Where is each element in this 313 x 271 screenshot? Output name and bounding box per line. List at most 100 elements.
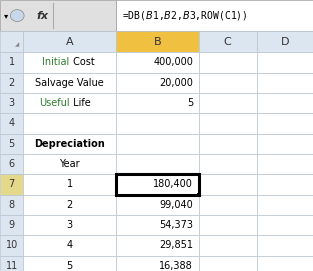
- Bar: [0, 0, 116, 31]
- Bar: [0, 93, 23, 113]
- Bar: [23, 93, 116, 113]
- Text: 1: 1: [9, 57, 15, 67]
- Text: ◢: ◢: [15, 42, 20, 47]
- Text: 1: 1: [67, 179, 73, 189]
- Bar: [0, 174, 23, 195]
- Text: 5: 5: [187, 98, 193, 108]
- Text: 4: 4: [67, 240, 73, 250]
- Bar: [23, 113, 116, 134]
- Bar: [23, 195, 116, 215]
- Text: Depreciation: Depreciation: [34, 139, 105, 149]
- Bar: [199, 256, 257, 271]
- Text: B: B: [153, 37, 161, 47]
- Bar: [0, 31, 23, 52]
- Bar: [257, 31, 313, 52]
- Text: 4: 4: [9, 118, 15, 128]
- Bar: [0, 113, 23, 134]
- Bar: [116, 0, 313, 31]
- Bar: [23, 31, 116, 52]
- Bar: [257, 52, 313, 73]
- Text: 54,373: 54,373: [159, 220, 193, 230]
- Text: Cost: Cost: [69, 57, 95, 67]
- Text: 2: 2: [67, 200, 73, 210]
- Text: 10: 10: [6, 240, 18, 250]
- Text: Life: Life: [69, 98, 90, 108]
- Bar: [23, 73, 116, 93]
- Bar: [23, 215, 116, 235]
- Text: 16,388: 16,388: [159, 261, 193, 271]
- Text: =DB($B$1,$B$2,$B$3,ROW(C1)): =DB($B$1,$B$2,$B$3,ROW(C1)): [122, 9, 248, 22]
- Text: A: A: [66, 37, 74, 47]
- Bar: [199, 174, 257, 195]
- Bar: [199, 134, 257, 154]
- Bar: [116, 73, 199, 93]
- Bar: [257, 195, 313, 215]
- Bar: [257, 174, 313, 195]
- Bar: [257, 215, 313, 235]
- Bar: [23, 52, 116, 73]
- Bar: [257, 154, 313, 174]
- Bar: [0, 134, 23, 154]
- Circle shape: [10, 9, 24, 22]
- Text: 3: 3: [9, 98, 15, 108]
- Text: 29,851: 29,851: [159, 240, 193, 250]
- Bar: [116, 31, 199, 52]
- Text: 3: 3: [67, 220, 73, 230]
- Bar: [257, 93, 313, 113]
- Bar: [257, 235, 313, 256]
- Bar: [257, 256, 313, 271]
- Bar: [23, 256, 116, 271]
- Bar: [199, 52, 257, 73]
- Bar: [0, 73, 23, 93]
- Text: 7: 7: [9, 179, 15, 189]
- Text: 11: 11: [6, 261, 18, 271]
- Bar: [0, 195, 23, 215]
- Bar: [257, 73, 313, 93]
- Bar: [0, 52, 23, 73]
- Bar: [116, 174, 199, 195]
- Text: Initial: Initial: [42, 57, 69, 67]
- Bar: [199, 235, 257, 256]
- Bar: [199, 113, 257, 134]
- Text: 5: 5: [67, 261, 73, 271]
- Bar: [23, 235, 116, 256]
- Text: 5: 5: [9, 139, 15, 149]
- Bar: [116, 93, 199, 113]
- Bar: [116, 113, 199, 134]
- Bar: [0, 235, 23, 256]
- Bar: [116, 174, 199, 195]
- Text: 9: 9: [9, 220, 15, 230]
- Bar: [23, 154, 116, 174]
- Bar: [197, 193, 201, 196]
- Text: 180,400: 180,400: [153, 179, 193, 189]
- Bar: [257, 113, 313, 134]
- Text: C: C: [224, 37, 232, 47]
- Bar: [0, 154, 23, 174]
- Bar: [116, 235, 199, 256]
- Text: Salvage Value: Salvage Value: [35, 78, 104, 88]
- Bar: [0, 256, 23, 271]
- Text: Year: Year: [59, 159, 80, 169]
- Bar: [199, 93, 257, 113]
- Bar: [199, 73, 257, 93]
- Bar: [257, 134, 313, 154]
- Text: 400,000: 400,000: [153, 57, 193, 67]
- Text: 20,000: 20,000: [159, 78, 193, 88]
- Bar: [23, 134, 116, 154]
- Text: 6: 6: [9, 159, 15, 169]
- Bar: [199, 154, 257, 174]
- Bar: [116, 195, 199, 215]
- Text: fx: fx: [36, 11, 48, 21]
- Text: D: D: [280, 37, 289, 47]
- Bar: [116, 52, 199, 73]
- Bar: [199, 195, 257, 215]
- Bar: [116, 134, 199, 154]
- Text: ▾: ▾: [4, 11, 8, 20]
- Text: 8: 8: [9, 200, 15, 210]
- Bar: [116, 215, 199, 235]
- Text: 99,040: 99,040: [159, 200, 193, 210]
- Bar: [116, 256, 199, 271]
- Bar: [199, 31, 257, 52]
- Text: 2: 2: [9, 78, 15, 88]
- Bar: [116, 154, 199, 174]
